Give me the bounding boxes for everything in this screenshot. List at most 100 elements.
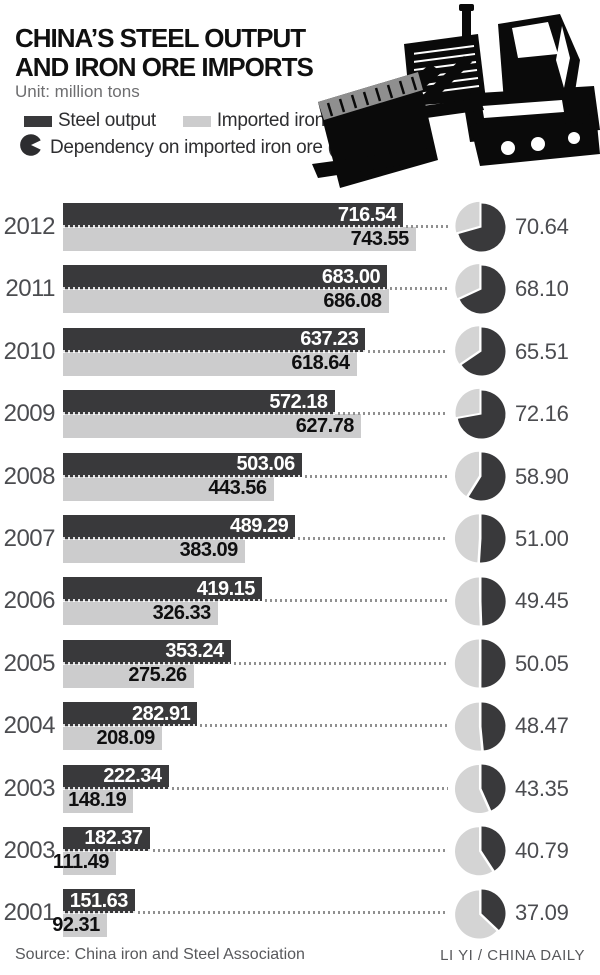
- year-label: 2012: [3, 213, 56, 240]
- iron-ore-imports-value: 627.78: [295, 414, 355, 437]
- steel-output-value: 716.54: [337, 203, 397, 226]
- iron-ore-imports-bar: 326.33: [63, 601, 218, 626]
- leader-dots: [152, 848, 448, 852]
- leader-dots-on-bar: [63, 911, 135, 915]
- iron-ore-imports-bar: 275.26: [63, 663, 194, 688]
- dependency-pie: [448, 326, 514, 376]
- dependency-pie: [448, 826, 514, 876]
- iron-ore-imports-value: 148.19: [68, 789, 127, 812]
- dependency-value: 51.00: [515, 525, 569, 551]
- title-line-2: AND IRON ORE IMPORTS: [15, 52, 314, 82]
- leader-dots: [368, 349, 448, 353]
- dependency-pie: [448, 889, 514, 939]
- leader-dots: [264, 599, 448, 603]
- bar-pair: 282.91 208.09: [63, 702, 448, 751]
- chart-row: 2009 572.18 627.78 72.16: [0, 388, 600, 452]
- dependency-value: 72.16: [515, 401, 569, 427]
- steel-output-bar: 683.00: [63, 265, 388, 290]
- iron-ore-imports-bar: 208.09: [63, 726, 162, 751]
- dependency-value: 65.51: [515, 338, 569, 364]
- dependency-value: 58.90: [515, 463, 569, 489]
- year-label: 2006: [3, 587, 56, 615]
- steel-output-bar: 503.06: [63, 452, 302, 477]
- iron-ore-imports-value: 618.64: [291, 352, 350, 375]
- dependency-value: 37.09: [515, 900, 569, 926]
- iron-ore-imports-bar: 92.31: [52, 913, 107, 938]
- dependency-value: 40.79: [515, 837, 569, 863]
- chart-row: 2012 716.54 743.55 70.64: [0, 201, 600, 265]
- dependency-value: 68.10: [515, 276, 569, 302]
- steel-output-bar: 716.54: [63, 203, 403, 227]
- iron-ore-imports-value: 111.49: [52, 851, 109, 874]
- leader-dots-on-bar: [63, 349, 366, 353]
- dependency-pie: [448, 388, 514, 439]
- dependency-pie: [448, 514, 514, 563]
- dependency-value: 43.35: [515, 775, 569, 801]
- dependency-pie: [448, 764, 514, 814]
- leader-dots-on-bar: [63, 848, 150, 852]
- year-label: 2003: [3, 774, 56, 802]
- iron-ore-imports-bar: 383.09: [63, 538, 245, 563]
- year-label: 2003: [3, 836, 56, 864]
- chart-row: 2006 419.15 326.33 49.45: [0, 577, 600, 639]
- iron-ore-imports-bar: 627.78: [63, 414, 361, 439]
- bar-pair: 419.15 326.33: [63, 577, 448, 626]
- steel-output-value: 489.29: [230, 515, 289, 538]
- dependency-pie: [448, 451, 514, 501]
- chart-row: 2003 182.37 111.49 40.79: [0, 826, 600, 889]
- leader-dots: [233, 661, 448, 665]
- title-line-1: CHINA’S STEEL OUTPUT: [15, 23, 306, 53]
- chart-row: 2004 282.91 208.09 48.47: [0, 702, 600, 764]
- legend-row-1: Steel output Imported iron ore: [24, 110, 357, 132]
- leader-dots-on-bar: [63, 724, 198, 728]
- leader-dots-on-bar: [63, 412, 335, 416]
- leader-dots: [406, 225, 448, 228]
- chart-row: 2010 637.23 618.64 65.51: [0, 326, 600, 390]
- dependency-pie: [448, 702, 514, 751]
- dependency-value: 48.47: [515, 713, 569, 739]
- steel-output-bar: 419.15: [63, 577, 262, 602]
- chart-row: 2007 489.29 383.09 51.00: [0, 514, 600, 577]
- steel-output-value: 353.24: [165, 640, 224, 663]
- chart-row: 2003 222.34 148.19 43.35: [0, 764, 600, 827]
- leader-dots: [337, 412, 448, 416]
- steel-output-value: 637.23: [300, 328, 359, 351]
- iron-ore-imports-bar: 743.55: [63, 227, 416, 251]
- iron-ore-imports-bar: 618.64: [63, 351, 357, 376]
- steel-output-bar: 182.37: [63, 826, 150, 851]
- steel-output-swatch: [24, 115, 52, 127]
- leader-dots-on-bar: [63, 599, 262, 603]
- dependency-pie: [448, 263, 514, 314]
- dependency-value: 49.45: [515, 588, 569, 614]
- iron-ore-imports-bar: 443.56: [63, 476, 274, 501]
- bar-chart: 2012 716.54 743.55 70.64 2011 683.00: [0, 201, 600, 952]
- iron-ore-imports-bar: 686.08: [63, 289, 389, 314]
- dependency-value: 50.05: [515, 650, 569, 676]
- iron-ore-imports-value: 383.09: [179, 539, 239, 562]
- steel-output-bar: 282.91: [63, 702, 198, 727]
- dependency-value: 70.64: [515, 214, 569, 239]
- iron-ore-imports-value: 443.56: [208, 477, 267, 500]
- bar-pair: 683.00 686.08: [63, 265, 448, 314]
- leader-dots: [171, 786, 448, 790]
- steel-output-value: 282.91: [132, 702, 191, 725]
- leader-dots-on-bar: [63, 661, 231, 665]
- year-label: 2001: [3, 899, 56, 927]
- leader-dots: [200, 724, 448, 728]
- leader-dots: [390, 287, 448, 291]
- leader-dots-on-bar: [63, 287, 388, 291]
- iron-ore-imports-value: 92.31: [52, 913, 100, 936]
- chart-row: 2011 683.00 686.08 68.10: [0, 263, 600, 327]
- chart-row: 2001 151.63 92.31 37.09: [0, 889, 600, 951]
- bar-pair: 353.24 275.26: [63, 639, 448, 688]
- bulldozer-illustration: [312, 2, 600, 195]
- chart-row: 2008 503.06 443.56 58.90: [0, 451, 600, 515]
- year-label: 2011: [5, 275, 55, 303]
- credit-note: LI YI / CHINA DAILY: [440, 946, 585, 964]
- steel-output-value: 222.34: [103, 765, 162, 788]
- header: CHINA’S STEEL OUTPUT AND IRON ORE IMPORT…: [0, 0, 600, 197]
- iron-ore-imports-value: 275.26: [128, 664, 187, 687]
- steel-output-value: 151.63: [69, 889, 129, 912]
- year-label: 2010: [3, 337, 56, 365]
- source-note: Source: China iron and Steel Association: [15, 946, 305, 963]
